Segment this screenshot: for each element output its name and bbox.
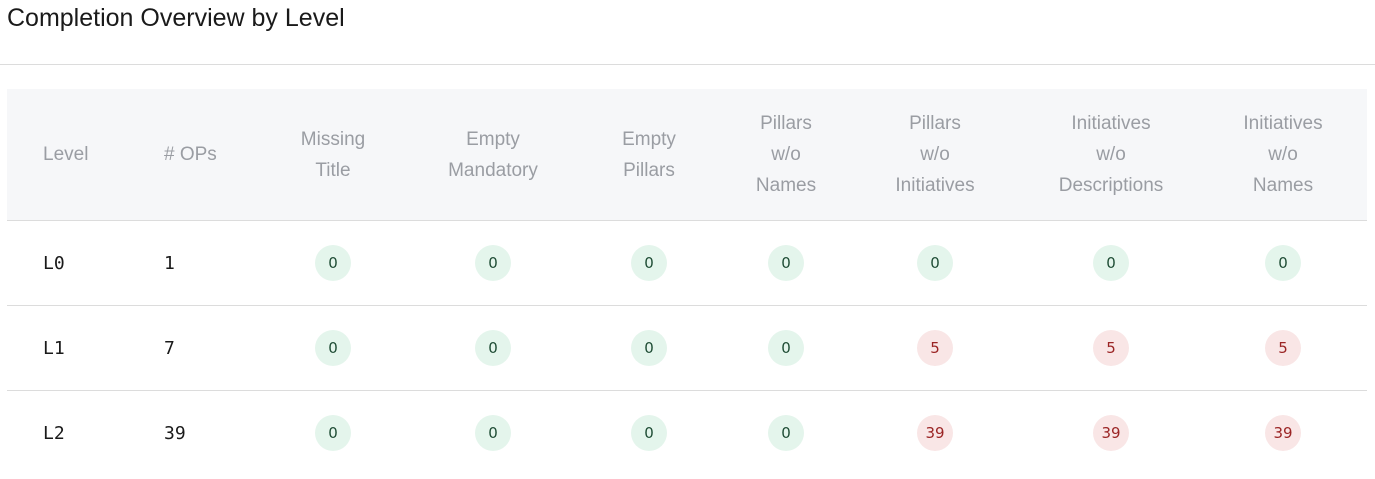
count-badge: 0 xyxy=(768,330,804,366)
count-cell: 0 xyxy=(573,305,725,391)
count-cell: 0 xyxy=(413,391,573,476)
count-badge: 39 xyxy=(1093,415,1129,451)
column-header: Pillars w/o Names xyxy=(725,89,847,221)
count-badge: 0 xyxy=(631,415,667,451)
count-cell: 0 xyxy=(725,220,847,306)
level-cell: L1 xyxy=(7,305,128,391)
count-badge: 0 xyxy=(315,415,351,451)
count-badge: 0 xyxy=(475,330,511,366)
count-badge: 0 xyxy=(631,245,667,281)
count-badge: 0 xyxy=(475,415,511,451)
table-row: L1 7 0 0 0 0 5 5 5 xyxy=(7,305,1367,391)
count-cell: 39 xyxy=(847,391,1023,476)
count-badge: 0 xyxy=(475,245,511,281)
count-badge: 0 xyxy=(1093,245,1129,281)
column-header: Pillars w/o Initiatives xyxy=(847,89,1023,221)
column-header: Empty Mandatory xyxy=(413,89,573,221)
level-cell: L2 xyxy=(43,422,65,444)
count-cell: 0 xyxy=(413,305,573,391)
count-cell: 5 xyxy=(847,305,1023,391)
count-badge: 39 xyxy=(1265,415,1301,451)
count-badge: 39 xyxy=(917,415,953,451)
table-row: L0 1 0 0 0 0 0 0 0 xyxy=(7,220,1367,306)
count-cell: 5 xyxy=(1023,305,1199,391)
count-cell: 39 xyxy=(1199,391,1367,476)
level-cell: L0 xyxy=(7,220,128,306)
divider xyxy=(0,64,1375,65)
count-cell: 0 xyxy=(413,220,573,306)
count-cell: 0 xyxy=(1199,220,1367,306)
ops-cell: 39 xyxy=(164,422,186,444)
count-cell: 0 xyxy=(253,220,413,306)
count-cell: 0 xyxy=(253,305,413,391)
count-badge: 5 xyxy=(917,330,953,366)
count-cell: 0 xyxy=(573,391,725,476)
count-cell: 0 xyxy=(847,220,1023,306)
count-badge: 0 xyxy=(631,330,667,366)
count-cell: 0 xyxy=(725,391,847,476)
count-cell: 0 xyxy=(725,305,847,391)
count-cell: 0 xyxy=(573,220,725,306)
column-header: Missing Title xyxy=(253,89,413,221)
count-badge: 0 xyxy=(315,245,351,281)
count-cell: 39 xyxy=(1023,391,1199,476)
column-header: Initiatives w/o Descriptions xyxy=(1023,89,1199,221)
count-badge: 5 xyxy=(1093,330,1129,366)
table-row: L2 39 0 0 0 0 39 39 39 xyxy=(7,391,1367,476)
count-cell: 0 xyxy=(1023,220,1199,306)
count-cell: 0 xyxy=(253,391,413,476)
count-badge: 0 xyxy=(315,330,351,366)
ops-cell: 1 xyxy=(128,220,253,306)
count-badge: 0 xyxy=(768,245,804,281)
completion-table: Level # OPs Missing Title Empty Mandatory Empt… xyxy=(7,89,1367,475)
count-badge: 0 xyxy=(768,415,804,451)
column-header: Level xyxy=(7,89,128,221)
count-badge: 0 xyxy=(1265,245,1301,281)
table-header: Level # OPs Missing Title Empty Mandatory Empt… xyxy=(7,89,1367,221)
column-header: Empty Pillars xyxy=(573,89,725,221)
column-header: # OPs xyxy=(128,89,253,221)
count-badge: 5 xyxy=(1265,330,1301,366)
ops-cell: 7 xyxy=(128,305,253,391)
page-title: Completion Overview by Level xyxy=(7,4,345,32)
column-header: Initiatives w/o Names xyxy=(1199,89,1367,221)
count-badge: 0 xyxy=(917,245,953,281)
count-cell: 5 xyxy=(1199,305,1367,391)
